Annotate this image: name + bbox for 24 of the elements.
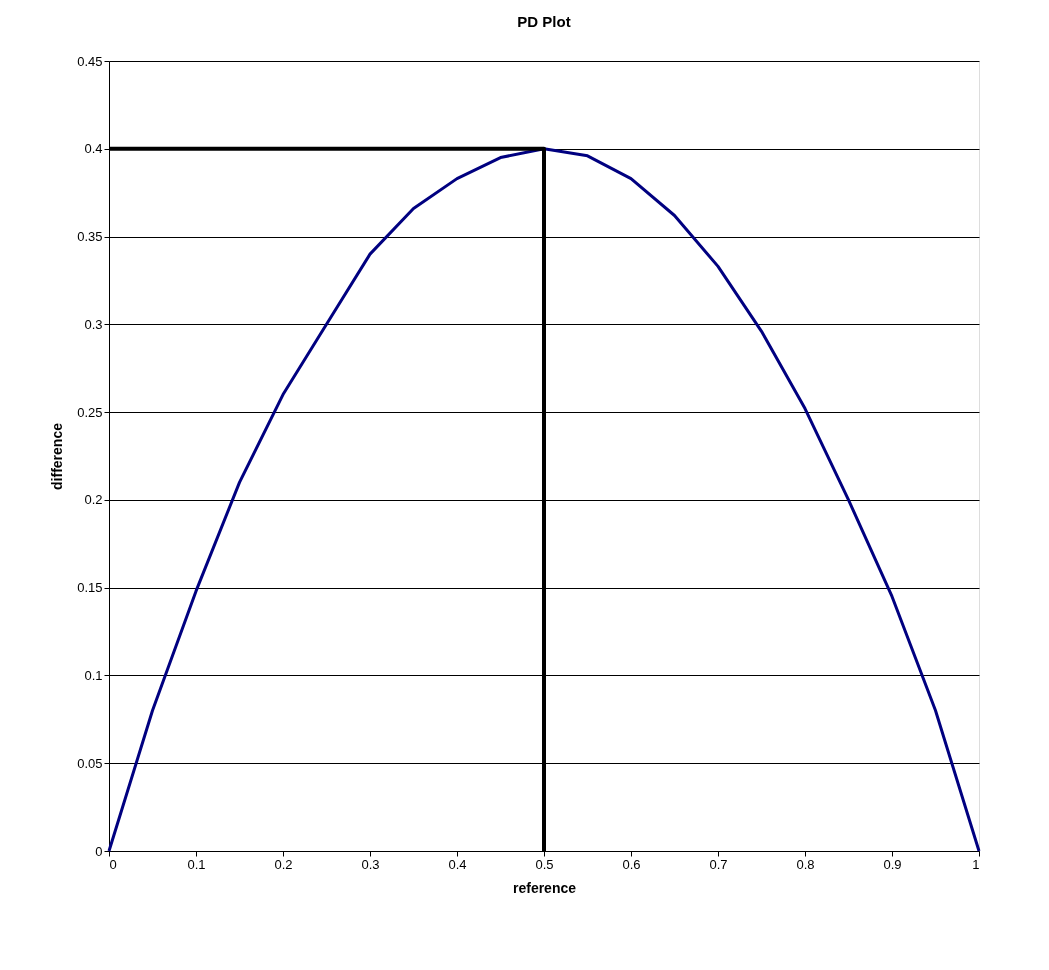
y-tick-label: 0.25 (77, 404, 103, 420)
x-tick-label: 0.9 (883, 856, 902, 872)
chart-title: PD Plot (517, 13, 571, 30)
x-tick-label: 0.1 (187, 856, 206, 872)
y-axis-title: difference (49, 422, 66, 490)
y-tick-label: 0.2 (84, 492, 103, 508)
x-tick-label: 0.3 (361, 856, 380, 872)
x-tick-label: 0.6 (622, 856, 641, 872)
y-tick-label: 0.3 (84, 316, 103, 332)
y-tick-label: 0.1 (84, 667, 103, 683)
x-tick-label: 0.2 (274, 856, 293, 872)
x-tick-label: 0.5 (535, 856, 554, 872)
x-tick-label: 0.4 (448, 856, 467, 872)
y-tick-label: 0.45 (77, 53, 103, 69)
x-tick-label: 0.7 (709, 856, 728, 872)
x-axis-title: reference (512, 879, 577, 896)
x-tick-label: 0 (109, 856, 117, 872)
y-tick-label: 0.05 (77, 755, 103, 771)
y-tick-label: 0.15 (77, 580, 103, 596)
y-tick-label: 0.4 (84, 141, 103, 157)
y-tick-label: 0.35 (77, 229, 103, 245)
x-tick-label: 0.8 (796, 856, 815, 872)
y-tick-label: 0 (95, 843, 103, 859)
x-tick-label: 1 (972, 856, 980, 872)
